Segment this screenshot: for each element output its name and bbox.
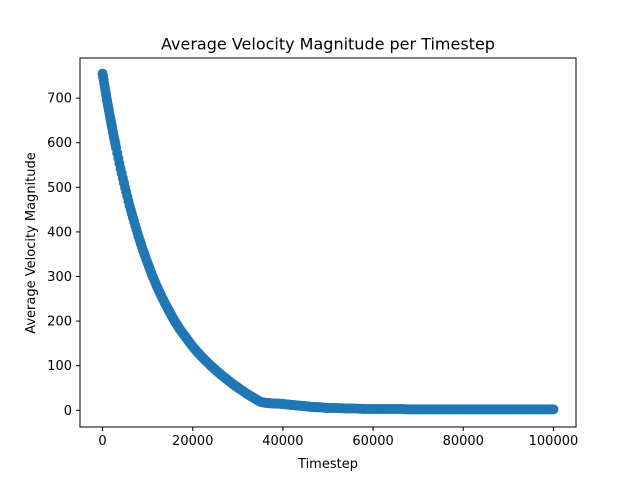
y-tick-label: 400 [47, 225, 72, 240]
x-tick-label: 40000 [262, 434, 303, 449]
y-tick-label: 500 [47, 181, 72, 196]
axes-frame [79, 57, 577, 428]
y-tick-label: 600 [47, 136, 72, 151]
y-tick-label: 0 [64, 404, 72, 419]
y-tick-label: 700 [47, 92, 72, 107]
y-tick-label: 300 [47, 270, 72, 285]
y-tick-label: 100 [47, 359, 72, 374]
x-tick-label: 100000 [529, 434, 579, 449]
x-tick-label: 0 [98, 434, 106, 449]
scatter-points [97, 68, 559, 415]
x-tick-label: 60000 [352, 434, 393, 449]
axes: 0 20000 40000 60000 80000 100000 0 100 200 300 400… [47, 57, 579, 449]
y-axis-title: Average Velocity Magnitude [24, 152, 39, 334]
y-tick-label: 200 [47, 315, 72, 330]
x-tick-label: 20000 [172, 434, 213, 449]
x-tick-label: 80000 [443, 434, 484, 449]
chart-title: Average Velocity Magnitude per Timestep [161, 35, 495, 54]
x-axis-title: Timestep [297, 457, 358, 472]
data-point [548, 404, 559, 415]
